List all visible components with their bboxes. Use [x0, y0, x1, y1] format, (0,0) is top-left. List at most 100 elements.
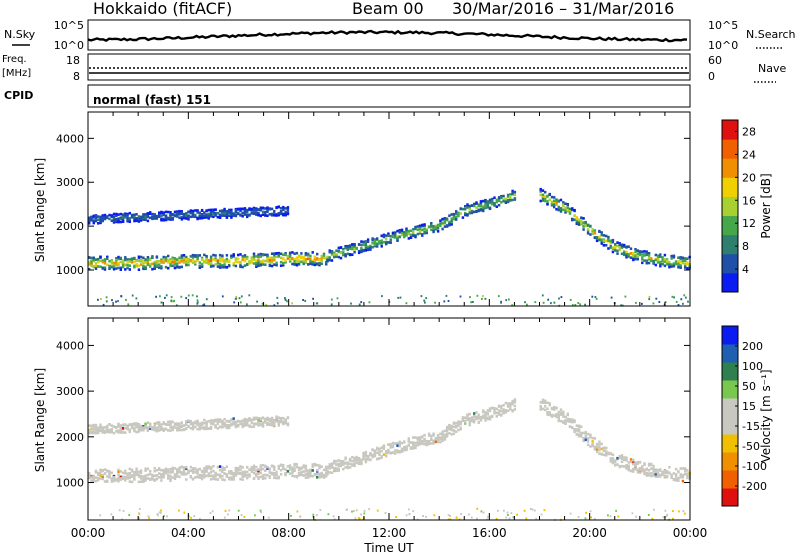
- data-cell: [398, 235, 401, 239]
- data-cell: [488, 415, 492, 419]
- data-cell: [225, 426, 229, 430]
- data-cell: [652, 472, 655, 476]
- data-cell: [117, 429, 120, 432]
- data-cell: [300, 252, 303, 255]
- data-cell: [609, 457, 612, 460]
- data-cell: [598, 446, 601, 449]
- data-cell: [336, 297, 339, 300]
- data-cell: [103, 260, 107, 263]
- data-cell: [180, 465, 183, 469]
- data-cell: [158, 260, 161, 263]
- data-cell: [654, 253, 657, 257]
- data-cell: [351, 253, 354, 256]
- data-cell: [137, 517, 140, 520]
- data-cell: [380, 234, 383, 238]
- data-cell: [198, 422, 201, 425]
- data-cell: [243, 213, 247, 216]
- data-cell: [513, 400, 517, 404]
- data-cell: [176, 475, 179, 478]
- data-cell: [605, 450, 608, 453]
- data-cell: [259, 214, 262, 217]
- data-cell: [246, 466, 249, 469]
- data-cell: [273, 421, 276, 425]
- data-cell: [111, 299, 113, 302]
- data-cell: [267, 516, 270, 519]
- data-cell: [568, 210, 572, 213]
- data-cell: [677, 263, 680, 266]
- data-cell: [103, 472, 107, 475]
- data-cell: [353, 459, 356, 462]
- data-cell: [464, 416, 467, 419]
- data-cell: [124, 258, 127, 262]
- data-cell: [228, 509, 231, 512]
- data-cell: [620, 460, 624, 464]
- data-cell: [142, 259, 145, 263]
- data-cell: [659, 469, 662, 472]
- data-cell: [670, 474, 673, 477]
- data-cell: [158, 472, 161, 475]
- data-cell: [234, 264, 238, 268]
- data-cell: [170, 296, 173, 299]
- data-cell: [464, 213, 467, 217]
- data-cell: [302, 470, 305, 473]
- data-cell: [562, 201, 565, 204]
- data-cell: [126, 263, 129, 267]
- data-cell: [647, 469, 651, 472]
- data-cell: [309, 254, 312, 258]
- data-cell: [200, 263, 204, 266]
- data-cell: [144, 425, 147, 428]
- data-cell: [641, 258, 644, 261]
- data-cell: [557, 208, 560, 212]
- data-cell: [311, 474, 314, 478]
- data-cell: [468, 513, 470, 516]
- data-cell: [180, 210, 183, 213]
- data-cell: [339, 461, 343, 464]
- data-cell: [623, 465, 626, 468]
- data-cell: [241, 478, 244, 481]
- data-cell: [158, 423, 161, 427]
- data-cell: [408, 513, 411, 516]
- data-cell: [160, 511, 162, 514]
- data-cell: [362, 243, 365, 247]
- data-cell: [99, 474, 102, 477]
- data-cell: [491, 202, 494, 206]
- data-cell: [164, 423, 168, 426]
- data-cell: [547, 298, 550, 301]
- data-cell: [248, 260, 251, 263]
- data-cell: [645, 468, 648, 471]
- data-cell: [279, 260, 283, 264]
- data-cell: [214, 208, 217, 211]
- data-cell: [470, 416, 474, 419]
- data-cell: [452, 217, 456, 220]
- data-cell: [119, 477, 122, 480]
- data-cell: [569, 298, 572, 301]
- data-cell: [205, 425, 208, 429]
- data-cell: [212, 258, 215, 261]
- data-cell: [468, 417, 471, 420]
- data-cell: [495, 407, 498, 411]
- data-cell: [400, 441, 404, 445]
- data-cell: [627, 461, 630, 464]
- data-cell: [641, 253, 644, 256]
- data-cell: [295, 251, 299, 255]
- data-cell: [232, 262, 235, 265]
- data-cell: [257, 424, 260, 427]
- data-cell: [265, 303, 268, 306]
- data-cell: [191, 421, 195, 425]
- data-cell: [112, 215, 116, 219]
- data-cell: [573, 428, 576, 431]
- data-cell: [153, 469, 156, 473]
- data-cell: [94, 476, 98, 479]
- data-cell: [133, 473, 136, 477]
- data-cell: [632, 254, 635, 257]
- data-cell: [476, 507, 479, 510]
- data-cell: [191, 212, 195, 215]
- data-cell: [580, 216, 583, 219]
- data-cell: [142, 262, 145, 265]
- data-cell: [228, 425, 231, 429]
- data-cell: [155, 468, 159, 472]
- data-cell: [357, 458, 361, 461]
- data-cell: [223, 467, 226, 470]
- colorbar-frame: [721, 119, 739, 293]
- data-cell: [97, 298, 99, 301]
